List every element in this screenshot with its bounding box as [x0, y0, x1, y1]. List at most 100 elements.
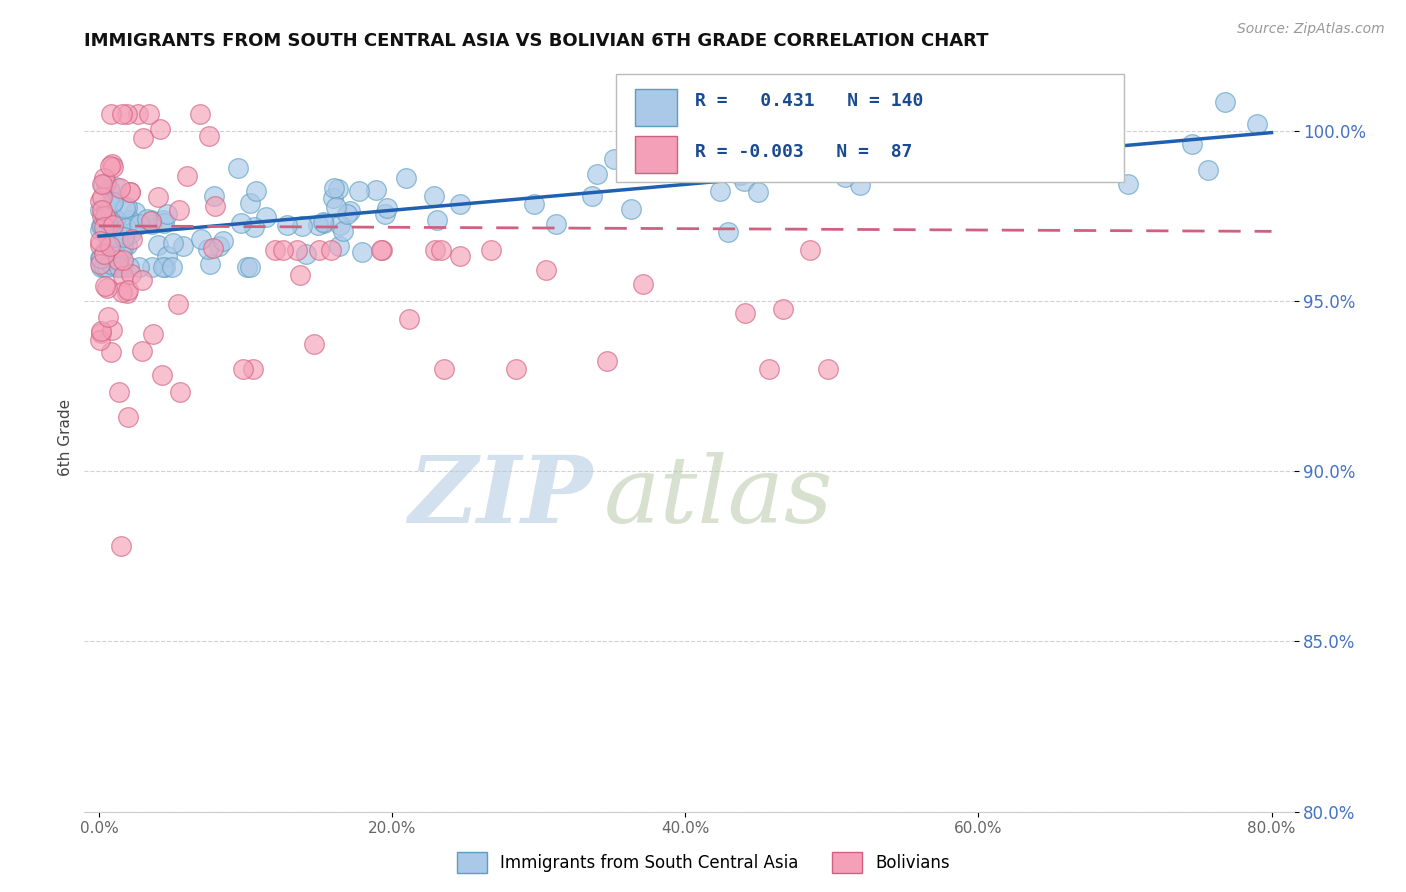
Point [121, 231, 143, 245]
Point [631, 277, 654, 292]
Point [91, 190, 114, 204]
Point [96, 213, 118, 227]
Point [91, 219, 114, 233]
Point [91, 209, 114, 223]
Point [153, 216, 176, 230]
Point [328, 182, 350, 196]
Point [98, 208, 121, 222]
Point [239, 195, 262, 210]
Point [162, 235, 184, 250]
Bar [634, 136, 676, 173]
Point [153, 260, 176, 274]
Point [94, 210, 117, 224]
Point [308, 243, 330, 257]
Point [204, 199, 226, 213]
Point [100, 198, 122, 212]
Point [139, 213, 162, 227]
Point [100, 215, 122, 229]
Point [98, 239, 121, 253]
Point [312, 216, 335, 230]
Point [202, 241, 225, 255]
Point [375, 201, 398, 215]
Point [139, 213, 162, 227]
Point [834, 169, 856, 184]
Point [142, 326, 165, 341]
Point [128, 218, 150, 232]
Point [645, 153, 668, 168]
Point [336, 206, 359, 220]
Text: R = -0.003   N =  87: R = -0.003 N = 87 [695, 144, 912, 161]
Point [111, 268, 134, 283]
Point [479, 243, 502, 257]
Point [146, 238, 169, 252]
Point [808, 130, 831, 145]
Point [101, 161, 124, 175]
Point [349, 184, 371, 198]
Point [112, 242, 135, 256]
Point [449, 196, 471, 211]
Point [141, 260, 163, 274]
Point [371, 243, 394, 257]
Point [395, 170, 418, 185]
Point [849, 178, 872, 192]
Point [104, 211, 127, 226]
Point [115, 286, 138, 301]
Point [146, 190, 169, 204]
Point [172, 239, 194, 253]
Point [321, 243, 343, 257]
Point [160, 260, 183, 274]
Text: IMMIGRANTS FROM SOUTH CENTRAL ASIA VS BOLIVIAN 6TH GRADE CORRELATION CHART: IMMIGRANTS FROM SOUTH CENTRAL ASIA VS BO… [84, 32, 988, 50]
Point [131, 272, 153, 286]
Point [276, 218, 298, 232]
Point [202, 189, 225, 203]
Point [107, 253, 129, 268]
Point [103, 238, 125, 252]
Point [423, 188, 446, 202]
Point [90, 326, 112, 340]
Point [89, 223, 111, 237]
Point [114, 201, 136, 215]
Point [156, 207, 179, 221]
Point [128, 260, 150, 274]
Point [254, 211, 277, 225]
Point [89, 251, 111, 265]
Point [152, 213, 174, 227]
Point [91, 202, 114, 217]
Point [111, 260, 134, 274]
Point [681, 161, 703, 175]
Point [585, 167, 607, 181]
Point [108, 257, 131, 271]
Point [98, 215, 121, 229]
Point [100, 345, 122, 359]
Point [90, 325, 112, 339]
Point [103, 242, 125, 256]
Point [243, 220, 266, 235]
Point [328, 239, 350, 253]
Point [94, 211, 117, 225]
Point [101, 195, 124, 210]
Point [90, 252, 112, 266]
Point [93, 260, 115, 274]
Point [89, 334, 111, 348]
Point [112, 230, 135, 244]
Point [352, 245, 374, 260]
Point [239, 260, 262, 274]
Point [231, 215, 253, 229]
Point [124, 204, 146, 219]
Point [1088, 145, 1111, 160]
Point [93, 178, 115, 192]
Point [101, 237, 124, 252]
Point [1246, 117, 1268, 131]
Point [226, 161, 249, 175]
Point [96, 281, 118, 295]
Point [93, 278, 115, 293]
Point [271, 243, 294, 257]
Text: ZIP: ZIP [408, 452, 592, 542]
Point [111, 106, 134, 120]
Point [105, 260, 128, 274]
Point [834, 143, 856, 157]
Point [211, 234, 233, 248]
Point [118, 260, 141, 274]
Point [167, 297, 190, 311]
Point [100, 253, 122, 268]
